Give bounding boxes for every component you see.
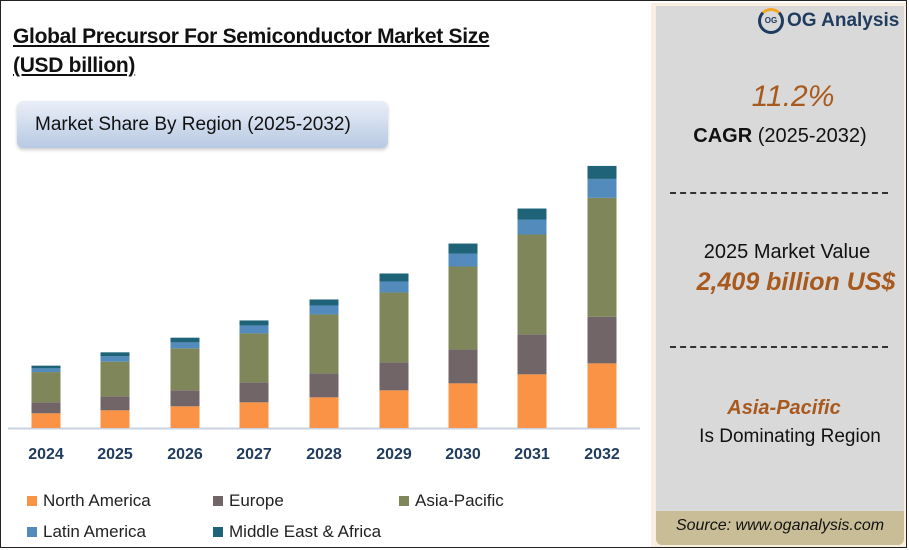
bar-segment-north-america-2028	[309, 397, 339, 428]
x-tick-label: 2029	[376, 446, 412, 463]
market-value-label: 2025 Market Value	[703, 241, 871, 263]
bar-segment-latin-america-2027	[239, 325, 269, 334]
legend-label: Asia-Pacific	[415, 491, 504, 510]
title-line-1: Global Precursor For Semiconductor Marke…	[13, 25, 490, 48]
cagr-value: 11.2%	[751, 80, 835, 113]
bar-segment-north-america-2025	[100, 410, 130, 428]
bar-segment-middle-east-africa-2029	[379, 273, 409, 282]
bar-segment-north-america-2031	[517, 374, 547, 428]
logo-text: OG Analysis	[787, 10, 900, 31]
bar-segment-latin-america-2029	[379, 281, 409, 293]
bar-segment-europe-2032	[587, 316, 617, 364]
bar-segment-asia-pacific-2029	[379, 292, 409, 363]
bar-segment-middle-east-africa-2028	[309, 299, 339, 306]
bar-segment-north-america-2030	[448, 383, 478, 428]
bar-segment-asia-pacific-2030	[448, 266, 478, 350]
divider	[670, 346, 888, 348]
bar-segment-europe-2031	[517, 334, 547, 375]
legend-label: North America	[43, 491, 151, 510]
x-tick-label: 2025	[97, 446, 133, 463]
subtitle-box: Market Share By Region (2025-2032)	[17, 101, 388, 148]
bar-segment-europe-2027	[239, 382, 269, 403]
bar-segment-middle-east-africa-2030	[448, 243, 478, 254]
bar-segment-europe-2026	[170, 390, 200, 407]
bar-segment-asia-pacific-2026	[170, 348, 200, 391]
cagr-text: CAGR	[693, 125, 753, 147]
bar-segment-latin-america-2031	[517, 219, 547, 235]
x-tick-label: 2032	[584, 446, 620, 463]
bar-segment-north-america-2032	[587, 363, 617, 428]
legend-item: Middle East & Africa	[213, 522, 381, 542]
x-tick-label: 2027	[236, 446, 272, 463]
dominating-region: Asia-Pacific	[727, 397, 841, 419]
bar-segment-north-america-2029	[379, 390, 409, 428]
bar-segment-asia-pacific-2027	[239, 333, 269, 383]
cagr-label: CAGR (2025-2032)	[656, 125, 904, 148]
chart-title: Global Precursor For Semiconductor Marke…	[13, 22, 490, 80]
legend-swatch	[27, 496, 37, 506]
bar-segment-latin-america-2028	[309, 305, 339, 315]
market-value: 2,409 billion US$	[696, 268, 896, 296]
x-tick-label: 2026	[167, 446, 203, 463]
legend-swatch	[213, 527, 223, 537]
legend-label: Middle East & Africa	[229, 522, 382, 541]
bar-segment-middle-east-africa-2027	[239, 320, 269, 326]
stacked-bar-chart: 2024 2025 2026 2027 2028 2029 2030 2031 2032	[8, 165, 640, 463]
bar-segment-latin-america-2025	[100, 356, 130, 362]
bar-segment-asia-pacific-2025	[100, 361, 130, 397]
info-panel-inner	[656, 6, 904, 511]
legend-item: North America	[27, 491, 151, 511]
bar-segment-asia-pacific-2031	[517, 234, 547, 335]
legend-swatch	[399, 496, 409, 506]
legend-item: Europe	[213, 491, 284, 511]
x-tick-label: 2028	[306, 446, 342, 463]
legend-swatch	[213, 496, 223, 506]
bar-segment-europe-2024	[31, 402, 61, 414]
legend-swatch	[27, 527, 37, 537]
bar-segment-north-america-2027	[239, 402, 269, 428]
x-tick-label: 2031	[514, 446, 550, 463]
bar-segment-middle-east-africa-2031	[517, 208, 547, 220]
legend-label: Europe	[229, 491, 284, 510]
bar-segment-europe-2028	[309, 373, 339, 398]
legend-item: Asia-Pacific	[399, 491, 504, 511]
cagr-period: (2025-2032)	[757, 125, 867, 147]
bar-segment-latin-america-2032	[587, 178, 617, 198]
bar-segment-asia-pacific-2032	[587, 197, 617, 317]
bar-segment-europe-2030	[448, 349, 478, 384]
bar-segment-europe-2029	[379, 362, 409, 391]
bar-segment-latin-america-2024	[31, 368, 61, 373]
bar-segment-north-america-2026	[170, 406, 200, 428]
bar-segment-asia-pacific-2024	[31, 372, 61, 403]
title-line-2: (USD billion)	[13, 54, 136, 77]
bar-segment-middle-east-africa-2032	[587, 165, 617, 179]
bar-segment-latin-america-2030	[448, 253, 478, 267]
og-analysis-logo: OG OG Analysis	[758, 8, 899, 34]
x-tick-label: 2024	[28, 446, 64, 463]
source-link[interactable]: Source: www.oganalysis.com	[656, 511, 904, 545]
dominating-label: Is Dominating Region	[699, 426, 881, 447]
bar-segment-north-america-2024	[31, 413, 61, 428]
legend-label: Latin America	[43, 522, 146, 541]
bar-segment-middle-east-africa-2026	[170, 337, 200, 343]
bar-segment-europe-2025	[100, 396, 130, 411]
bar-segment-middle-east-africa-2025	[100, 352, 130, 357]
bar-segment-middle-east-africa-2024	[31, 365, 61, 369]
legend-item: Latin America	[27, 522, 146, 542]
bar-segment-latin-america-2026	[170, 342, 200, 349]
logo-icon: OG	[758, 8, 784, 34]
divider	[670, 192, 888, 194]
bar-segment-asia-pacific-2028	[309, 314, 339, 374]
x-tick-label: 2030	[445, 446, 481, 463]
